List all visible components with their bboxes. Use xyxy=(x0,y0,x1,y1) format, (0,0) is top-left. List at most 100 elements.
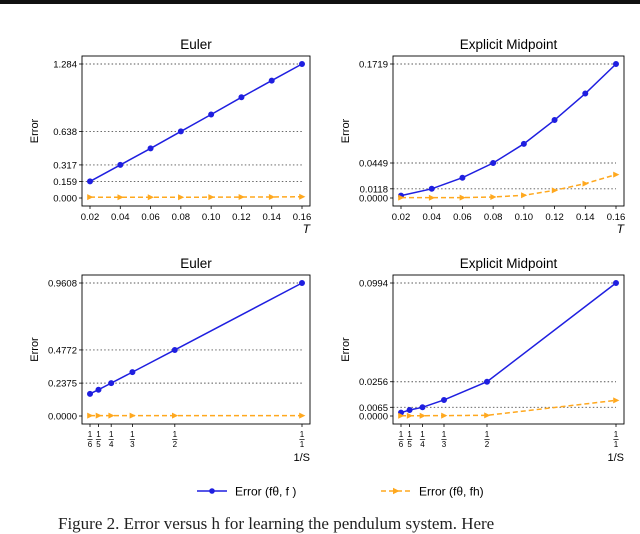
fraction-denominator: 1 xyxy=(614,440,619,449)
y-tick-label: 0.0000 xyxy=(359,194,388,205)
data-point-fh xyxy=(419,412,426,419)
data-point-fh xyxy=(171,412,179,419)
y-tick-label: 0.638 xyxy=(53,127,77,138)
x-tick-label: 16 xyxy=(398,430,404,449)
fraction-denominator: 4 xyxy=(109,440,114,449)
subplot-title: Euler xyxy=(180,256,212,271)
data-point-f xyxy=(419,404,426,411)
series-line-f xyxy=(400,282,617,414)
x-tick-label: 15 xyxy=(406,430,412,449)
data-point-f xyxy=(129,369,136,376)
data-point-f xyxy=(108,380,115,387)
fraction-denominator: 2 xyxy=(485,440,490,449)
data-point-fh xyxy=(147,194,154,201)
data-point-fh xyxy=(178,194,185,201)
x-tick-label: 0.12 xyxy=(545,212,564,223)
series-line-f xyxy=(89,63,303,183)
data-point-fh xyxy=(551,187,558,194)
figure-caption: Figure 2. Error versus h for learning th… xyxy=(58,514,495,533)
subplot-1: Euler Error 0.000 0.159 0.317 0.638 1.284 0.02 0… xyxy=(29,37,312,236)
data-point-fh xyxy=(268,193,276,200)
x-tick-label: 12 xyxy=(484,430,490,449)
data-point-f xyxy=(117,161,124,168)
plot-frame xyxy=(392,55,625,207)
fraction-numerator: 1 xyxy=(442,430,447,439)
x-axis-label: T xyxy=(617,222,626,236)
x-tick-label: 11 xyxy=(613,430,619,449)
fraction-denominator: 6 xyxy=(399,440,404,449)
y-tick-label: 0.0994 xyxy=(359,279,388,290)
y-tick-label: 0.2375 xyxy=(48,379,77,390)
x-tick-label: 12 xyxy=(172,430,178,449)
x-tick-label: 15 xyxy=(95,430,101,449)
legend-item-f: Error (fθ, f ) xyxy=(197,485,296,499)
data-point-f xyxy=(171,346,178,353)
data-point-fh xyxy=(613,397,620,404)
series-line-fh xyxy=(89,195,303,199)
data-point-f xyxy=(490,159,497,166)
data-point-f xyxy=(298,279,305,286)
data-point-f xyxy=(87,390,94,397)
x-tick-label: 0.14 xyxy=(262,212,281,223)
y-tick-label: 0.0000 xyxy=(48,412,77,423)
data-point-fh xyxy=(87,194,94,201)
legend-marker xyxy=(393,487,400,495)
data-point-fh xyxy=(613,171,620,178)
fraction-denominator: 1 xyxy=(300,440,305,449)
x-tick-label: 0.16 xyxy=(607,212,626,223)
x-tick-label: 16 xyxy=(87,430,93,449)
fraction-denominator: 5 xyxy=(96,440,101,449)
x-tick-label: 0.08 xyxy=(172,212,191,223)
y-tick-label: 0.0065 xyxy=(359,403,388,414)
data-point-f xyxy=(208,111,215,118)
data-point-f xyxy=(440,396,447,403)
fraction-numerator: 1 xyxy=(96,430,101,439)
plot-frame xyxy=(81,55,311,207)
x-tick-label: 0.14 xyxy=(576,212,595,223)
x-tick-label: 0.06 xyxy=(453,212,472,223)
top-border xyxy=(0,0,640,4)
fraction-denominator: 5 xyxy=(407,440,412,449)
fraction-numerator: 1 xyxy=(109,430,114,439)
x-tick-label: 14 xyxy=(419,430,425,449)
fraction-numerator: 1 xyxy=(614,430,619,439)
y-tick-label: 0.9608 xyxy=(48,279,77,290)
data-point-fh xyxy=(108,412,115,419)
y-axis-label: Error xyxy=(29,118,41,143)
data-point-f xyxy=(520,140,527,147)
fraction-numerator: 1 xyxy=(130,430,135,439)
fraction-denominator: 3 xyxy=(130,440,135,449)
data-point-f xyxy=(87,178,94,185)
data-point-f xyxy=(147,145,154,152)
fraction-denominator: 2 xyxy=(173,440,178,449)
fraction-numerator: 1 xyxy=(399,430,404,439)
data-point-fh xyxy=(208,194,215,201)
subplot-title: Explicit Midpoint xyxy=(460,256,558,271)
data-point-f xyxy=(613,61,620,68)
data-point-fh xyxy=(582,180,589,187)
data-point-fh xyxy=(398,412,405,419)
data-point-fh xyxy=(129,412,136,419)
data-point-f xyxy=(428,185,435,192)
fraction-numerator: 1 xyxy=(407,430,412,439)
data-point-f xyxy=(582,90,589,97)
fraction-numerator: 1 xyxy=(420,430,425,439)
data-point-f xyxy=(268,77,275,84)
x-tick-label: 0.10 xyxy=(202,212,221,223)
subplot-title: Explicit Midpoint xyxy=(460,37,558,52)
fraction-denominator: 4 xyxy=(420,440,425,449)
fraction-numerator: 1 xyxy=(485,430,490,439)
series-line-fh xyxy=(401,399,617,417)
fraction-numerator: 1 xyxy=(300,430,305,439)
fraction-denominator: 6 xyxy=(88,440,93,449)
legend-marker xyxy=(209,488,215,494)
y-tick-label: 0.4772 xyxy=(48,345,77,356)
x-tick-label: 11 xyxy=(299,430,305,449)
x-axis-label: T xyxy=(303,222,312,236)
subplot-title: Euler xyxy=(180,37,212,52)
y-axis-label: Error xyxy=(340,118,352,143)
data-point-fh xyxy=(398,194,405,201)
data-point-f xyxy=(483,378,490,385)
data-point-fh xyxy=(238,194,245,201)
